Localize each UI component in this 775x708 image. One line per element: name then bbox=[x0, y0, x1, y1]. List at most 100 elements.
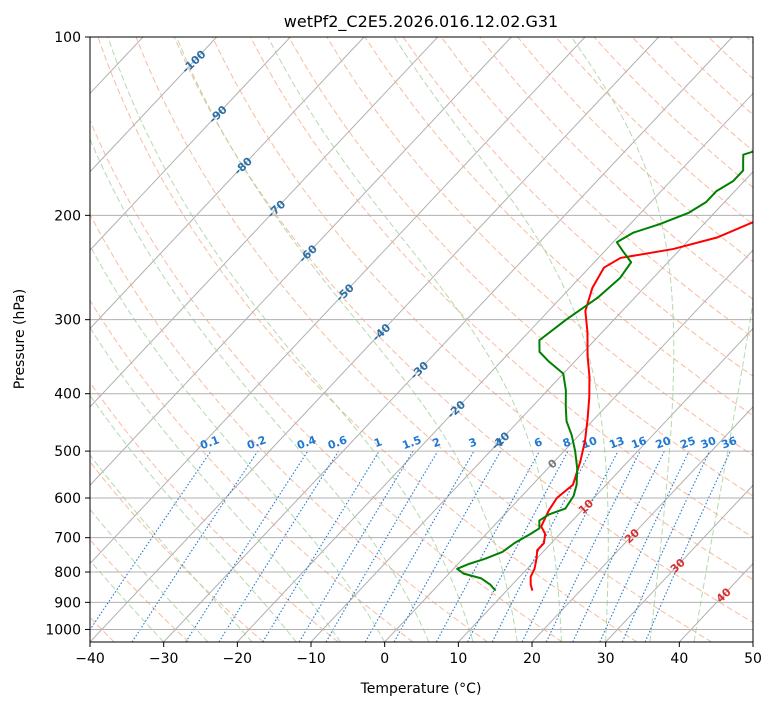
dry-adiabat-line bbox=[135, 37, 712, 642]
moist-adiabat-line bbox=[90, 244, 386, 642]
mixing-ratio-line bbox=[218, 450, 340, 642]
moist-adiabat-line bbox=[176, 37, 518, 642]
x-tick-label: −40 bbox=[75, 651, 105, 667]
dry-adiabat-line bbox=[479, 37, 753, 300]
isotherm-line bbox=[90, 37, 218, 173]
y-tick-label: 300 bbox=[54, 313, 81, 329]
dewpoint-line bbox=[456, 150, 753, 592]
mixing-ratio-line bbox=[364, 450, 475, 642]
mixing-ratio-line bbox=[131, 450, 259, 642]
y-tick-label: 100 bbox=[54, 30, 81, 46]
dry-adiabat-line bbox=[90, 299, 414, 642]
mixing-ratio-line bbox=[491, 450, 592, 642]
isotherm-line bbox=[457, 327, 753, 642]
moist-adiabat-line bbox=[90, 508, 209, 642]
mixing-ratio-line bbox=[90, 450, 212, 631]
y-tick-label: 1000 bbox=[45, 622, 81, 638]
x-tick-label: −10 bbox=[296, 651, 326, 667]
mixing-ratio-label: 3 bbox=[467, 435, 479, 450]
line-labels: 0.1 0.2 0.4 0.6 1 1.5 2 3 4 6 8 10 13 16 20 25 30 36-100-… bbox=[179, 48, 738, 606]
plot-frame bbox=[89, 36, 754, 643]
dry-adiabat-line bbox=[250, 37, 753, 538]
x-axis-label: Temperature (°C) bbox=[360, 681, 482, 697]
moist-adiabat-line bbox=[267, 37, 562, 642]
mixing-ratio-line bbox=[545, 450, 641, 642]
x-tick-label: 30 bbox=[597, 651, 615, 667]
isotherm-line bbox=[531, 406, 753, 642]
moist-adiabat-line bbox=[107, 37, 474, 642]
y-tick-label: 500 bbox=[54, 444, 81, 460]
dry-adiabat-line bbox=[669, 37, 753, 116]
isotherm-line bbox=[752, 641, 753, 642]
y-tick-label: 700 bbox=[54, 531, 81, 547]
mixing-ratio-label: 0.4 bbox=[295, 433, 318, 452]
isotherm-line bbox=[90, 37, 660, 642]
isotherm-line bbox=[163, 37, 733, 642]
dry-adiabat-line bbox=[517, 37, 753, 263]
mixing-ratio-label: 25 bbox=[678, 434, 697, 451]
dry-adiabat-line bbox=[326, 37, 753, 457]
moist-adiabat-line bbox=[693, 297, 753, 642]
dry-adiabat-line bbox=[708, 37, 753, 80]
moist-adiabat-line bbox=[90, 454, 253, 642]
dry-adiabat-line bbox=[90, 213, 488, 642]
x-tick-label: 0 bbox=[380, 651, 389, 667]
moist-adiabat-line bbox=[570, 37, 675, 642]
dry-adiabat-line bbox=[402, 37, 753, 377]
y-tick-label: 800 bbox=[54, 565, 81, 581]
mixing-ratio-line bbox=[262, 450, 380, 642]
mixing-ratio-label: 4 bbox=[494, 435, 506, 450]
y-axis-label: Pressure (hPa) bbox=[12, 289, 28, 389]
mixing-ratio-line bbox=[621, 450, 711, 642]
dry-adiabat-line bbox=[364, 37, 753, 417]
mixing-ratio-line bbox=[599, 450, 690, 642]
mixing-ratio-label: 20 bbox=[654, 434, 673, 452]
dry-adiabat-line bbox=[90, 539, 190, 642]
moist-adiabat-line bbox=[90, 394, 297, 642]
isotherm-line bbox=[0, 37, 69, 642]
mixing-ratio-line bbox=[435, 450, 540, 642]
x-tick-label: 50 bbox=[744, 651, 762, 667]
mixing-ratio-label: 30 bbox=[699, 434, 718, 452]
mixing-ratio-label: 1 bbox=[372, 435, 384, 450]
mixing-ratio-line bbox=[325, 450, 439, 642]
mixing-ratio-label: 1.5 bbox=[400, 433, 423, 452]
isotherm-line bbox=[605, 484, 753, 642]
mixing-ratio-label: 0.6 bbox=[326, 433, 349, 452]
isotherm-line bbox=[236, 92, 753, 642]
mixing-ratio-label: 0.1 bbox=[198, 433, 221, 452]
dry-adiabat-line bbox=[211, 37, 753, 581]
mixing-ratio-line bbox=[393, 450, 502, 642]
dry-adiabat-line bbox=[746, 37, 753, 44]
pressure-grid bbox=[90, 37, 753, 630]
x-tick-label: 40 bbox=[670, 651, 688, 667]
mixing-ratio-line bbox=[644, 450, 731, 642]
mixing-ratio-label: 8 bbox=[561, 435, 573, 450]
axes: −40 −30 −20 −10 0 10 20 30 40 50 1000 900 800 700 600 5… bbox=[45, 30, 762, 667]
moist-adiabat-line bbox=[90, 137, 430, 642]
isotherm-label: -100 bbox=[179, 48, 208, 77]
isotherm-line bbox=[90, 37, 512, 486]
isotherm-line bbox=[90, 37, 439, 408]
mixing-ratio-label: 0.2 bbox=[245, 433, 268, 452]
isotherm-line bbox=[384, 249, 753, 642]
moist-adiabat-line bbox=[393, 37, 609, 642]
mixing-ratio-line bbox=[298, 450, 414, 642]
dry-adiabat-line bbox=[173, 37, 753, 624]
mixing-ratio-line bbox=[521, 450, 619, 642]
dry-adiabat-line bbox=[97, 37, 638, 642]
isotherm-line bbox=[678, 562, 753, 642]
isotherm-line bbox=[90, 37, 291, 251]
isotherm-line bbox=[90, 37, 365, 330]
chart-title: wetPf2_C2E5.2026.016.12.02.G31 bbox=[284, 12, 558, 32]
mixing-ratio-label: 36 bbox=[720, 434, 739, 452]
mixing-ratio-label: 6 bbox=[532, 435, 544, 450]
y-tick-label: 200 bbox=[54, 208, 81, 224]
mixing-ratio-line bbox=[467, 450, 569, 642]
x-tick-label: 10 bbox=[449, 651, 467, 667]
isotherm-line bbox=[90, 37, 586, 565]
moist-adiabat-line bbox=[90, 559, 165, 642]
moist-adiabat-line bbox=[90, 326, 341, 642]
mixing-ratio-label: 16 bbox=[630, 434, 649, 452]
